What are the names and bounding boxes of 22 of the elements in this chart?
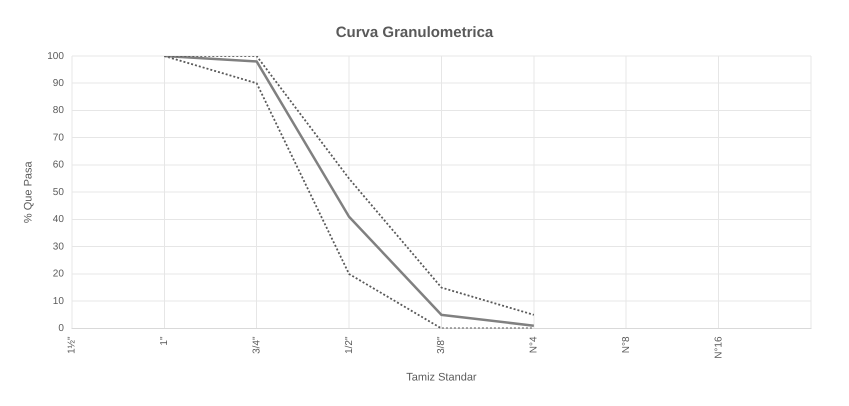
y-tick-label: 60 <box>52 160 64 171</box>
x-tick-label: N°4 <box>528 336 540 354</box>
y-tick-label: 30 <box>52 241 64 252</box>
y-tick-label: 20 <box>52 268 64 280</box>
y-tick-label: 0 <box>58 323 64 334</box>
y-tick-label: 80 <box>52 105 64 116</box>
x-tick-label: 1" <box>159 336 170 346</box>
x-tick-label: 3/8" <box>436 336 448 354</box>
y-axis-title: % Que Pasa <box>22 160 35 224</box>
y-tick-label: 50 <box>52 186 64 198</box>
y-tick-label: 90 <box>52 78 64 89</box>
x-tick-label: 3/4" <box>251 336 262 354</box>
y-tick-label: 40 <box>52 214 64 226</box>
chart-title: Curva Granulometrica <box>336 24 494 42</box>
y-tick-label: 10 <box>52 296 64 307</box>
y-tick-label: 70 <box>52 132 64 144</box>
x-axis-title: Tamiz Standar <box>406 371 477 384</box>
x-tick-label: 1½" <box>66 336 78 354</box>
x-tick-label: N°8 <box>620 336 632 354</box>
y-tick-label: 100 <box>47 50 64 62</box>
x-tick-label: N°16 <box>713 336 724 359</box>
x-tick-label: 1/2" <box>344 336 355 354</box>
